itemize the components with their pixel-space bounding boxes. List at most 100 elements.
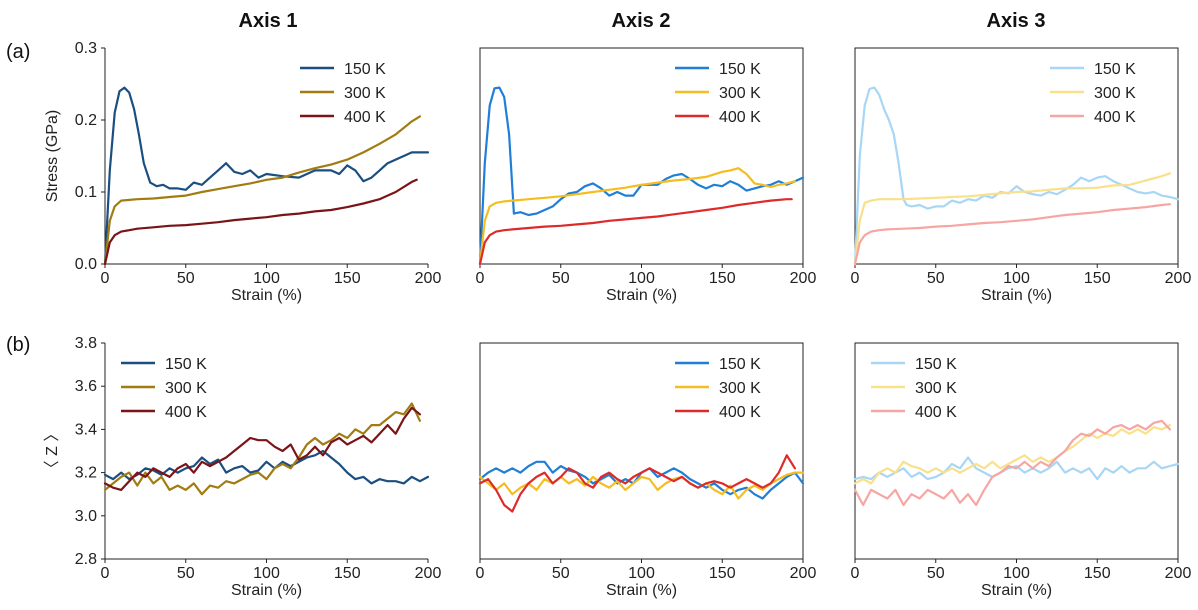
series-line-150k	[478, 86, 805, 266]
series-line-300k	[853, 424, 1172, 485]
y-tick-label: 0.3	[75, 40, 97, 57]
x-tick-label: 0	[476, 565, 485, 582]
series-line-400k	[853, 203, 1172, 266]
x-tick-label: 0	[851, 565, 860, 582]
series-line-400k	[103, 178, 418, 266]
x-tick-label: 50	[177, 270, 195, 287]
panels-group: 0 50 100 150 200 0.0 0.1 0.2 0.3 Strain (%) Stress…	[44, 40, 1191, 599]
column-title-axis-2: Axis 2	[612, 10, 671, 32]
legend-label: 400 K	[344, 109, 386, 126]
x-tick-label: 150	[1084, 270, 1111, 287]
x-tick-label: 200	[415, 565, 442, 582]
x-tick-label: 50	[927, 270, 945, 287]
legend-label: 150 K	[719, 61, 761, 78]
series-line-150k	[853, 86, 1180, 266]
legend-label: 300 K	[719, 85, 761, 102]
plot-frame	[479, 342, 804, 560]
y-tick-label: 2.8	[75, 551, 97, 568]
panel-b3: 0 50 100 150 200 Strain (%) 150 K 300 K 400 K	[851, 342, 1192, 599]
x-tick-label: 100	[253, 565, 280, 582]
legend-label: 150 K	[915, 356, 957, 373]
x-axis-label: Strain (%)	[981, 582, 1052, 599]
y-tick-label: 3.2	[75, 465, 97, 482]
x-tick-label: 100	[253, 270, 280, 287]
y-tick-label: 3.0	[75, 508, 97, 525]
x-tick-label: 100	[628, 270, 655, 287]
legend-label: 300 K	[915, 380, 957, 397]
series-line-400k	[103, 406, 421, 491]
series-line-150k	[478, 460, 805, 500]
panel-a2: 0 50 100 150 200 Strain (%) 150 K 300 K 400 K	[476, 47, 817, 304]
legend-label: 300 K	[1094, 85, 1136, 102]
legend-label: 400 K	[915, 404, 957, 421]
series-line-300k	[103, 115, 421, 266]
y-axis-label: 〈 Z 〉	[44, 426, 61, 477]
series-line-400k	[853, 419, 1172, 507]
row-label-b: (b)	[6, 334, 30, 356]
legend-label: 300 K	[344, 85, 386, 102]
panel-a3: 0 50 100 150 200 Strain (%) 150 K 300 K 400 K	[851, 47, 1192, 304]
legend-label: 400 K	[719, 404, 761, 421]
series-line-300k	[478, 471, 805, 500]
legend-label: 400 K	[719, 109, 761, 126]
x-axis-label: Strain (%)	[606, 582, 677, 599]
x-tick-label: 100	[1003, 565, 1030, 582]
legend-label: 150 K	[1094, 61, 1136, 78]
plot-frame	[854, 47, 1179, 265]
y-tick-label: 0.1	[75, 184, 97, 201]
series-line-150k	[103, 86, 430, 266]
x-axis-label: Strain (%)	[981, 287, 1052, 304]
plot-frame	[854, 342, 1179, 560]
x-tick-label: 0	[476, 270, 485, 287]
legend-label: 300 K	[719, 380, 761, 397]
x-tick-label: 100	[628, 565, 655, 582]
series-line-300k	[103, 402, 421, 496]
x-tick-label: 0	[101, 270, 110, 287]
x-axis-label: Strain (%)	[231, 287, 302, 304]
series-line-300k	[478, 167, 797, 266]
plot-frame	[479, 47, 804, 265]
row-label-a: (a)	[6, 41, 30, 63]
column-title-axis-3: Axis 3	[987, 10, 1046, 32]
x-axis-label: Strain (%)	[606, 287, 677, 304]
panel-a1: 0 50 100 150 200 0.0 0.1 0.2 0.3 Strain (%) Stress…	[44, 40, 441, 304]
x-tick-label: 50	[552, 270, 570, 287]
y-axis-label: Stress (GPa)	[44, 110, 61, 202]
x-tick-label: 200	[790, 565, 817, 582]
x-tick-label: 200	[415, 270, 442, 287]
series-line-150k	[103, 449, 430, 485]
x-tick-label: 150	[334, 270, 361, 287]
panel-b2: 0 50 100 150 200 Strain (%) 150 K 300 K 400 K	[476, 342, 817, 599]
column-title-axis-1: Axis 1	[239, 10, 298, 32]
series-line-150k	[853, 456, 1180, 481]
x-tick-label: 200	[1165, 565, 1192, 582]
x-tick-label: 200	[1165, 270, 1192, 287]
x-tick-label: 150	[1084, 565, 1111, 582]
y-tick-label: 0.0	[75, 256, 97, 273]
x-tick-label: 0	[101, 565, 110, 582]
x-tick-label: 100	[1003, 270, 1030, 287]
x-tick-label: 150	[334, 565, 361, 582]
panel-b1: 0 50 100 150 200 2.8 3.0 3.2 3.4 3.6 3.8 Strain (%)…	[44, 335, 441, 599]
x-tick-label: 200	[790, 270, 817, 287]
y-tick-label: 0.2	[75, 112, 97, 129]
x-tick-label: 50	[177, 565, 195, 582]
x-tick-label: 150	[709, 565, 736, 582]
legend-label: 150 K	[719, 356, 761, 373]
y-tick-label: 3.6	[75, 378, 97, 395]
series-line-400k	[478, 454, 797, 513]
y-tick-label: 3.4	[75, 421, 97, 438]
x-tick-label: 150	[709, 270, 736, 287]
legend-label: 150 K	[165, 356, 207, 373]
x-tick-label: 50	[552, 565, 570, 582]
legend-label: 400 K	[1094, 109, 1136, 126]
legend-label: 150 K	[344, 61, 386, 78]
x-axis-label: Strain (%)	[231, 582, 302, 599]
x-tick-label: 50	[927, 565, 945, 582]
legend-label: 400 K	[165, 404, 207, 421]
series-line-300k	[853, 172, 1172, 266]
legend-label: 300 K	[165, 380, 207, 397]
y-tick-label: 3.8	[75, 335, 97, 352]
series-line-400k	[478, 198, 793, 266]
